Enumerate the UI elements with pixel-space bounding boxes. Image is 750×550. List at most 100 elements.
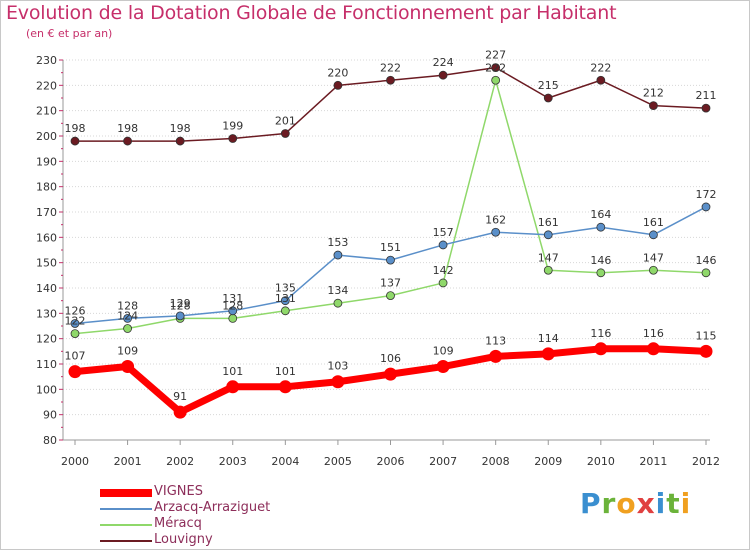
legend-swatch-vignes [100, 489, 152, 497]
y-tick-label-80: 80 [43, 434, 57, 447]
x-tick-label-2004: 2004 [271, 455, 299, 468]
data-label-vignes-2008: 113 [485, 334, 506, 347]
point-meracq-2009 [543, 265, 553, 275]
data-label-louvigny-2004: 201 [275, 114, 296, 127]
point-arzacq-arraziguet-2009 [543, 230, 553, 240]
point-vignes-2007 [436, 360, 450, 374]
point-louvigny-2006 [386, 75, 395, 85]
data-label-meracq-2006: 137 [380, 277, 401, 290]
y-tick-label-190: 190 [36, 155, 57, 168]
logo-letter: P [580, 487, 602, 520]
legend-label-arzacq-arraziguet: Arzacq-Arraziguet [154, 500, 271, 515]
point-louvigny-2002 [175, 136, 185, 146]
point-arzacq-arraziguet-2007 [438, 240, 448, 250]
data-label-arzacq-arraziguet-2009: 161 [538, 216, 559, 229]
point-arzacq-arraziguet-2005 [333, 250, 343, 260]
point-arzacq-arraziguet-2011 [649, 230, 658, 240]
data-label-meracq-2003: 128 [222, 299, 243, 312]
point-meracq-2010 [596, 268, 606, 278]
point-meracq-2011 [649, 265, 658, 275]
point-vignes-2008 [489, 349, 503, 363]
legend-label-louvigny: Louvigny [154, 532, 213, 547]
chart-subtitle: (en € et par an) [26, 27, 113, 40]
data-label-louvigny-2006: 222 [380, 61, 401, 74]
data-label-meracq-2009: 147 [538, 251, 559, 264]
data-label-louvigny-2000: 198 [65, 122, 86, 135]
legend-label-vignes: VIGNES [154, 484, 203, 499]
data-label-louvigny-2011: 212 [643, 87, 664, 100]
data-label-vignes-2001: 109 [117, 345, 138, 358]
point-arzacq-arraziguet-2000 [70, 319, 80, 328]
point-louvigny-2011 [649, 101, 658, 110]
point-meracq-2000 [70, 329, 80, 339]
data-label-vignes-2000: 107 [65, 350, 86, 363]
data-label-meracq-2001: 124 [117, 310, 138, 323]
data-label-louvigny-2009: 215 [538, 79, 559, 92]
point-louvigny-2005 [333, 80, 343, 90]
data-label-arzacq-arraziguet-2004: 135 [275, 282, 296, 295]
point-arzacq-arraziguet-2010 [596, 222, 606, 232]
data-label-meracq-2010: 146 [590, 254, 611, 267]
point-arzacq-arraziguet-2006 [386, 255, 395, 265]
logo-letter: r [601, 487, 617, 520]
data-label-vignes-2005: 103 [327, 360, 348, 373]
point-vignes-2006 [384, 367, 397, 381]
point-louvigny-2012 [701, 103, 711, 113]
data-label-arzacq-arraziguet-2006: 151 [380, 241, 401, 254]
x-axis-ticks: 2000 2001 2002 2003 2004 2005 2006 2007 2008 2009… [61, 440, 720, 468]
x-tick-label-2008: 2008 [482, 455, 510, 468]
data-label-arzacq-arraziguet-2010: 164 [590, 208, 611, 221]
proxiti-logo: Proxiti [580, 487, 691, 520]
x-tick-label-2001: 2001 [114, 455, 142, 468]
point-arzacq-arraziguet-2003 [228, 306, 238, 316]
data-label-vignes-2012: 115 [696, 329, 717, 342]
point-louvigny-2008 [491, 63, 501, 72]
data-label-arzacq-arraziguet-2003: 131 [222, 292, 243, 305]
point-meracq-2001 [123, 324, 132, 333]
x-tick-label-2011: 2011 [639, 455, 667, 468]
point-vignes-2000 [68, 365, 82, 379]
y-tick-label-150: 150 [36, 257, 57, 270]
x-tick-label-2005: 2005 [324, 455, 352, 468]
point-arzacq-arraziguet-2002 [175, 311, 185, 321]
point-arzacq-arraziguet-2001 [123, 313, 132, 323]
x-tick-label-2012: 2012 [692, 455, 720, 468]
data-label-meracq-2012: 146 [696, 254, 717, 267]
point-louvigny-2004 [280, 129, 290, 138]
point-meracq-2006 [386, 291, 395, 301]
y-tick-label-130: 130 [36, 307, 57, 320]
y-tick-label-220: 220 [36, 79, 57, 92]
chart-title: Evolution de la Dotation Globale de Fonc… [6, 2, 617, 24]
data-label-meracq-2008: 222 [485, 61, 506, 74]
point-meracq-2005 [333, 298, 343, 308]
data-label-arzacq-arraziguet-2002: 129 [170, 297, 191, 310]
data-label-vignes-2003: 101 [222, 365, 243, 378]
y-tick-label-180: 180 [36, 181, 57, 194]
data-label-arzacq-arraziguet-2008: 162 [485, 213, 506, 226]
data-label-vignes-2009: 114 [538, 332, 559, 345]
data-label-meracq-2005: 134 [327, 284, 348, 297]
logo-letter: t [666, 487, 681, 520]
data-label-louvigny-2010: 222 [590, 61, 611, 74]
point-vignes-2002 [173, 405, 187, 419]
data-label-arzacq-arraziguet-2005: 153 [327, 236, 348, 249]
data-label-arzacq-arraziguet-2012: 172 [696, 188, 717, 201]
data-label-louvigny-2007: 224 [433, 56, 454, 69]
data-label-arzacq-arraziguet-2000: 126 [65, 304, 86, 317]
legend-label-meracq: Méracq [154, 516, 202, 531]
point-vignes-2010 [594, 342, 608, 356]
point-louvigny-2007 [438, 70, 448, 80]
data-label-arzacq-arraziguet-2001: 128 [117, 299, 138, 312]
data-label-meracq-2007: 142 [433, 264, 454, 277]
point-louvigny-2009 [543, 93, 553, 103]
data-label-louvigny-2001: 198 [117, 122, 138, 135]
data-label-louvigny-2008: 227 [485, 49, 506, 62]
point-vignes-2009 [541, 347, 555, 361]
logo-letter: x [636, 487, 656, 520]
data-label-vignes-2004: 101 [275, 365, 296, 378]
data-label-arzacq-arraziguet-2007: 157 [433, 226, 454, 239]
data-label-louvigny-2012: 211 [696, 89, 717, 102]
point-vignes-2011 [646, 342, 660, 356]
point-louvigny-2003 [228, 134, 238, 143]
